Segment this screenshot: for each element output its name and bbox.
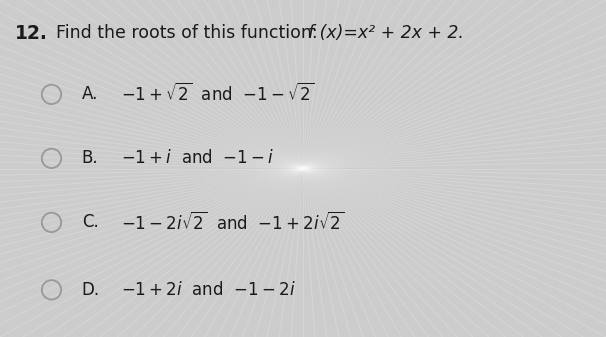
Text: B.: B.	[82, 149, 98, 167]
Text: $-1- 2i\sqrt{2}$  and  $-1+ 2i\sqrt{2}$: $-1- 2i\sqrt{2}$ and $-1+ 2i\sqrt{2}$	[121, 211, 345, 234]
Text: $-1+\sqrt{2}$  and  $-1-\sqrt{2}$: $-1+\sqrt{2}$ and $-1-\sqrt{2}$	[121, 83, 315, 105]
Text: 12.: 12.	[15, 24, 48, 42]
Text: C.: C.	[82, 213, 99, 232]
Text: D.: D.	[82, 281, 100, 299]
Text: Find the roots of this function:: Find the roots of this function:	[56, 24, 324, 41]
Text: A.: A.	[82, 85, 98, 103]
Text: $-1 + i$  and  $-1 - i$: $-1 + i$ and $-1 - i$	[121, 149, 275, 167]
Text: $-1 + 2i$  and  $-1 - 2i$: $-1 + 2i$ and $-1 - 2i$	[121, 281, 296, 299]
Text: f (x)=x² + 2x + 2.: f (x)=x² + 2x + 2.	[308, 24, 464, 41]
